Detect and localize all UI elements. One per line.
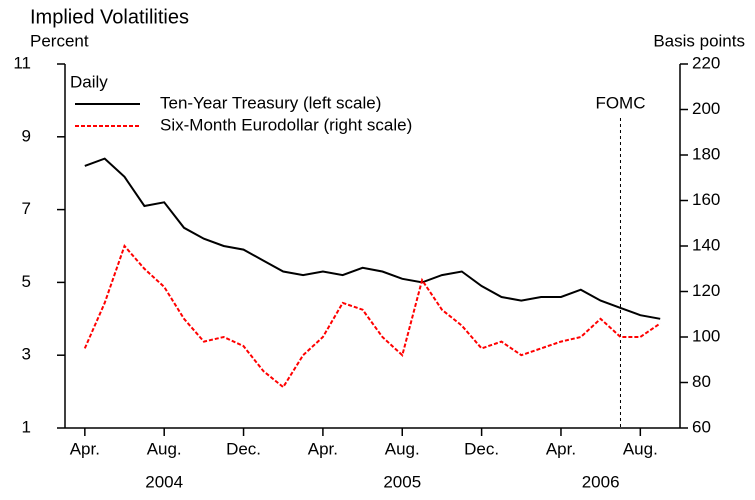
y2-axis-label: Basis points: [653, 31, 745, 50]
y2-tick-label: 100: [692, 326, 720, 345]
year-label: 2005: [383, 472, 421, 491]
y2-tick-label: 180: [692, 144, 720, 163]
y2-tick-label: 220: [692, 53, 720, 72]
series-line: [84, 157, 661, 320]
legend-label: Ten-Year Treasury (left scale): [160, 93, 381, 112]
year-label: 2004: [145, 472, 183, 491]
y-tick-label: 11: [13, 53, 31, 72]
y2-tick-label: 120: [692, 281, 720, 300]
x-tick-label: Apr.: [308, 439, 338, 458]
y2-tick-label: 160: [692, 190, 720, 209]
y2-tick-label: 200: [692, 99, 720, 118]
y-tick-label: 3: [22, 345, 31, 364]
y-tick-label: 9: [22, 126, 31, 145]
annotation-label: FOMC: [595, 93, 645, 112]
legend-title: Daily: [70, 72, 108, 91]
x-tick-label: Apr.: [546, 439, 576, 458]
y2-tick-label: 60: [692, 417, 711, 436]
series-line: [83, 244, 661, 389]
y2-tick-label: 80: [692, 372, 711, 391]
x-tick-label: Dec.: [226, 439, 261, 458]
y-tick-label: 5: [22, 272, 31, 291]
x-tick-label: Aug.: [147, 439, 182, 458]
y-tick-label: 1: [22, 417, 31, 436]
y2-tick-label: 140: [692, 235, 720, 254]
x-tick-label: Aug.: [623, 439, 658, 458]
y-tick-label: 7: [22, 199, 31, 218]
legend-label: Six-Month Eurodollar (right scale): [160, 115, 412, 134]
year-label: 2006: [582, 472, 620, 491]
chart-title: Implied Volatilities: [30, 6, 189, 28]
x-tick-label: Apr.: [70, 439, 100, 458]
x-tick-label: Dec.: [464, 439, 499, 458]
y-axis-label: Percent: [30, 31, 89, 50]
x-tick-label: Aug.: [385, 439, 420, 458]
